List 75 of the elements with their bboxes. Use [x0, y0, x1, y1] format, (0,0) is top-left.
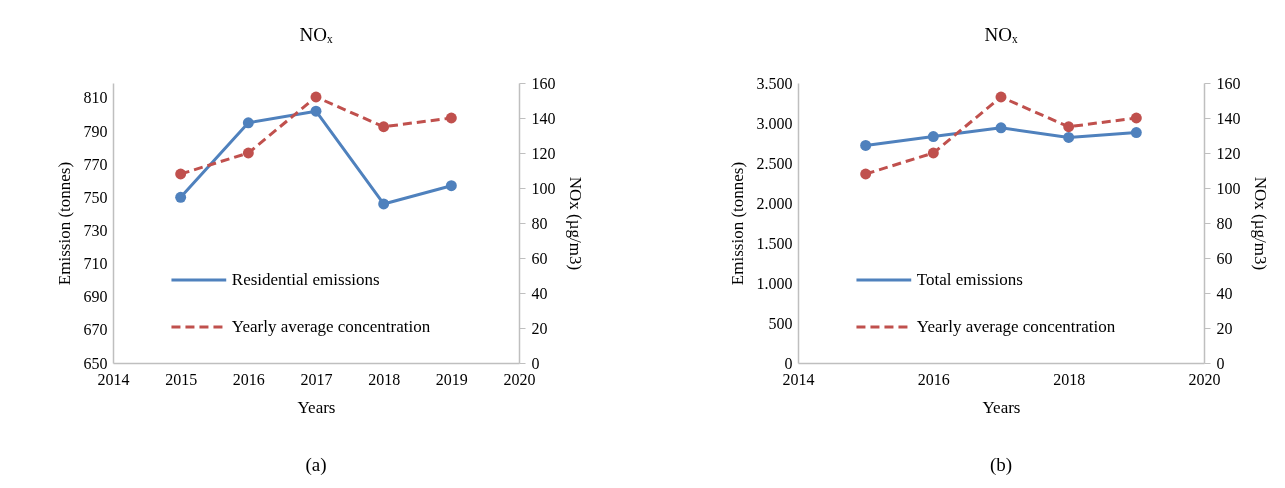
y-tick-label: 1.000	[756, 274, 793, 292]
y2-tick-label: 20	[1216, 319, 1233, 337]
y-tick-label: 0	[784, 354, 793, 372]
y-tick-label: 690	[83, 288, 108, 306]
x-tick-label: 2014	[782, 370, 815, 388]
y2-tick-label: 140	[1216, 109, 1241, 127]
x-tick-label: 2016	[232, 370, 265, 388]
x-axis-title: Years	[982, 397, 1021, 417]
y2-tick-label: 40	[1216, 284, 1233, 302]
y-tick-label: 730	[83, 221, 108, 239]
y-tick-label: 1.500	[756, 234, 793, 252]
y-tick-label: 2.000	[756, 194, 793, 212]
legend-label: Yearly average concentration	[231, 317, 431, 336]
x-tick-label: 2018	[368, 370, 401, 388]
legend-label: Residential emissions	[231, 270, 380, 289]
x-tick-label: 2016	[917, 370, 950, 388]
point	[310, 91, 322, 103]
point	[175, 191, 187, 203]
x-tick-label: 2020	[1188, 370, 1221, 388]
y2-tick-label: 100	[531, 179, 556, 197]
x-tick-label: 2015	[165, 370, 198, 388]
y-tick-label: 670	[83, 321, 108, 339]
x-tick-label: 2014	[97, 370, 130, 388]
legend-label: Yearly average concentration	[916, 317, 1116, 336]
point	[175, 168, 187, 180]
y-tick-label: 3.500	[756, 74, 793, 92]
point	[1130, 112, 1142, 124]
y-tick-label: 770	[83, 155, 108, 173]
point	[310, 105, 322, 117]
chart-title: NOₓ	[299, 24, 333, 45]
y-tick-label: 790	[83, 122, 108, 140]
point	[860, 168, 872, 180]
y-tick-label: 500	[768, 314, 793, 332]
point	[445, 180, 457, 192]
x-tick-label: 2019	[435, 370, 468, 388]
y2-tick-label: 20	[531, 319, 548, 337]
y2-tick-label: 60	[531, 249, 548, 267]
point	[995, 91, 1007, 103]
point	[378, 198, 390, 210]
y-tick-label: 710	[83, 255, 108, 273]
point	[378, 121, 390, 133]
y2-tick-label: 0	[1216, 354, 1225, 372]
y2-tick-label: 100	[1216, 179, 1241, 197]
y2-axis-title: NOx (µg/m3)	[1250, 176, 1270, 271]
y2-axis-title: NOx (µg/m3)	[565, 176, 585, 271]
x-tick-label: 2018	[1053, 370, 1086, 388]
x-tick-label: 2020	[503, 370, 536, 388]
point	[927, 147, 939, 159]
y-axis-title: Emission (tonnes)	[54, 161, 74, 286]
chart-title: NOₓ	[984, 24, 1018, 45]
y2-tick-label: 160	[1216, 74, 1241, 92]
y-tick-label: 3.000	[756, 114, 793, 132]
x-axis-title: Years	[297, 397, 336, 417]
y2-tick-label: 0	[531, 354, 540, 372]
y2-tick-label: 140	[531, 109, 556, 127]
x-tick-label: 2017	[300, 370, 333, 388]
y2-tick-label: 160	[531, 74, 556, 92]
y2-tick-label: 40	[531, 284, 548, 302]
point	[445, 112, 457, 124]
text: (b)	[989, 454, 1013, 476]
y-axis-title: Emission (tonnes)	[727, 161, 747, 286]
y-tick-label: 750	[83, 188, 108, 206]
y2-tick-label: 60	[1216, 249, 1233, 267]
y2-tick-label: 80	[531, 214, 548, 232]
text: (a)	[305, 454, 327, 476]
point	[1063, 121, 1075, 133]
point	[242, 147, 254, 159]
legend-label: Total emissions	[916, 270, 1023, 289]
y-tick-label: 2.500	[756, 154, 793, 172]
y2-tick-label: 120	[1216, 144, 1241, 162]
y-tick-label: 650	[83, 354, 108, 372]
point	[242, 117, 254, 129]
y-tick-label: 810	[83, 89, 108, 107]
y2-tick-label: 80	[1216, 214, 1233, 232]
y2-tick-label: 120	[531, 144, 556, 162]
